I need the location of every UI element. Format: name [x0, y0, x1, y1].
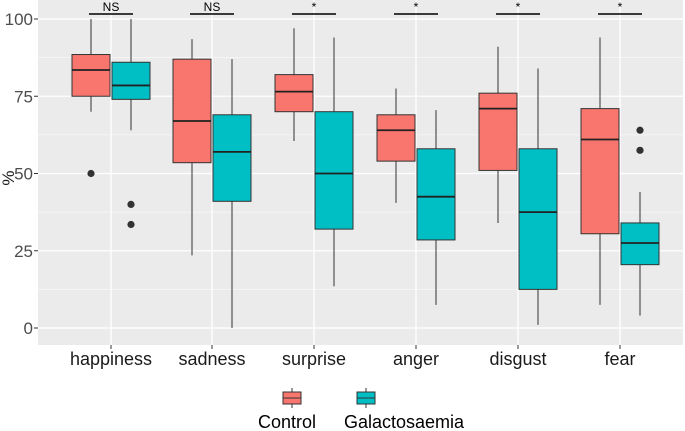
x-tick-label: happiness	[70, 349, 152, 369]
box-iqr	[172, 58, 212, 164]
significance-label: NS	[204, 0, 221, 14]
box-galactosaemia-fear	[620, 126, 660, 316]
box-galactosaemia-surprise	[314, 37, 354, 287]
legend: Control Galactosaemia	[258, 388, 465, 431]
x-tick-label: fear	[604, 349, 635, 369]
y-axis-ticks: 0 25 50 75 100	[5, 10, 38, 338]
box-galactosaemia-sadness	[212, 59, 252, 328]
box-iqr	[416, 148, 456, 241]
y-axis-label: %	[0, 170, 18, 185]
y-tick-label: 0	[24, 319, 33, 338]
outlier-point	[127, 220, 135, 229]
box-control-sadness	[172, 39, 212, 256]
y-tick-label: 25	[14, 242, 33, 261]
x-tick-label: surprise	[282, 349, 346, 369]
box-control-disgust	[478, 46, 518, 223]
significance-label: *	[312, 0, 317, 14]
box-iqr	[274, 74, 314, 113]
box-galactosaemia-happiness	[111, 19, 151, 229]
box-iqr	[212, 114, 252, 202]
box-iqr	[580, 108, 620, 235]
box-iqr	[111, 61, 151, 100]
box-iqr	[376, 114, 416, 162]
box-iqr	[478, 92, 518, 171]
box-galactosaemia-disgust	[518, 68, 558, 325]
significance-label: *	[414, 0, 419, 14]
box-iqr	[518, 148, 558, 290]
box-control-happiness	[71, 19, 111, 178]
box-iqr	[71, 54, 111, 97]
significance-label: NS	[103, 0, 120, 14]
outlier-point	[87, 169, 95, 178]
box-control-anger	[376, 88, 416, 203]
y-tick-label: 100	[5, 10, 33, 29]
box-galactosaemia-anger	[416, 110, 456, 305]
legend-item-control: Control	[258, 388, 316, 431]
significance-label: *	[516, 0, 521, 14]
box-iqr	[314, 111, 354, 230]
legend-item-galactosaemia: Galactosaemia	[344, 388, 465, 431]
x-axis-ticks: happiness sadness surprise anger disgust fear	[70, 345, 636, 369]
x-tick-label: disgust	[489, 349, 546, 369]
x-tick-label: anger	[393, 349, 439, 369]
outlier-point	[127, 200, 135, 208]
x-tick-label: sadness	[178, 349, 245, 369]
legend-label: Control	[258, 412, 316, 431]
legend-label: Galactosaemia	[344, 412, 465, 431]
significance-label: *	[618, 0, 623, 14]
outlier-point	[636, 146, 644, 154]
box-control-fear	[580, 37, 620, 305]
boxes	[71, 19, 660, 328]
significance-markers: NS NS * * * *	[89, 0, 642, 15]
box-control-surprise	[274, 28, 314, 142]
outlier-point	[636, 126, 644, 134]
y-tick-label: 75	[14, 87, 33, 106]
y-tick-label: 50	[14, 165, 33, 184]
